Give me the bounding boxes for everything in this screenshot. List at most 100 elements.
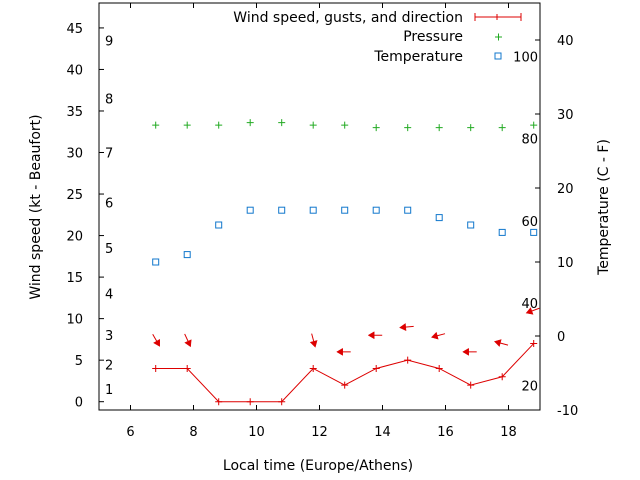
y-left-tick-label: 30	[66, 147, 83, 162]
wind-speed-point	[152, 364, 160, 372]
y-left-tick-label: 40	[66, 63, 83, 78]
temperature-point	[530, 228, 538, 236]
pressure-point	[341, 121, 349, 129]
x-tick-label: 12	[311, 425, 328, 440]
y-left-tick-label: 15	[66, 271, 83, 286]
beaufort-label: 3	[105, 329, 113, 344]
legend-pressure-label: Pressure	[403, 29, 463, 45]
y-right-tick-label: 10	[557, 256, 574, 271]
wind-arrow-head	[184, 339, 192, 348]
legend-temperature-label: Temperature	[373, 49, 463, 65]
temperature-point	[435, 214, 443, 222]
data-layer	[152, 119, 540, 406]
wind-speed-point	[435, 364, 443, 372]
legend: Wind speed, gusts, and direction Pressur…	[233, 10, 522, 65]
temperature-point	[215, 221, 223, 229]
y-right-tick-label: 0	[557, 330, 565, 345]
y-left-tick-label: 35	[66, 105, 83, 120]
pressure-point	[404, 124, 412, 132]
y-axis-label-right: Temperature (C - F)	[596, 139, 612, 276]
wind-direction-arrow	[493, 339, 509, 347]
wind-speed-point	[404, 356, 412, 364]
wind-direction-arrow	[309, 333, 318, 348]
x-tick-label: 18	[500, 425, 517, 440]
y-right-tick-label: 20	[557, 182, 574, 197]
wind-speed-point	[372, 364, 380, 372]
plot-frame	[98, 2, 541, 411]
wind-direction-arrow	[367, 331, 383, 340]
temperature-point	[467, 221, 475, 229]
beaufort-label: 4	[105, 288, 113, 303]
y-right-tick-label: 30	[557, 108, 574, 123]
x-axis-label: Local time (Europe/Athens)	[223, 458, 413, 474]
y-left-tick-label: 25	[66, 188, 83, 203]
temperature-point	[498, 228, 506, 236]
wind-arrow-head	[525, 307, 534, 315]
wind-arrow-head	[336, 347, 343, 356]
pressure-point	[215, 121, 223, 129]
y-right-tick-label: -10	[557, 404, 578, 419]
wind-direction-arrow	[152, 333, 160, 347]
wind-direction-arrow	[430, 331, 446, 340]
wind-speed-point	[309, 364, 317, 372]
wind-speed-point	[498, 373, 506, 381]
temperature-point	[404, 206, 412, 214]
y-left-tick-label: 5	[75, 354, 83, 369]
beaufort-label: 8	[105, 93, 113, 108]
wind-speed-point	[341, 381, 349, 389]
temperature-point	[278, 206, 286, 214]
beaufort-label: 9	[105, 34, 113, 49]
wind-arrow-head	[367, 331, 375, 340]
pressure-point	[246, 119, 254, 127]
y-axis-label-left: Wind speed (kt - Beaufort)	[28, 114, 44, 299]
beaufort-label: 7	[105, 147, 113, 162]
temperature-point	[183, 251, 191, 259]
y-left-tick-label: 45	[66, 22, 83, 37]
pressure-point	[183, 121, 191, 129]
wind-direction-arrow	[184, 333, 192, 348]
wind-direction-arrow	[462, 347, 477, 356]
wind-arrow-head	[309, 340, 318, 348]
pressure-point	[435, 124, 443, 132]
wind-speed-point	[246, 398, 254, 406]
wind-direction-arrow	[525, 307, 540, 315]
pressure-point	[498, 124, 506, 132]
beaufort-label: 2	[105, 358, 113, 373]
fahrenheit-label: 20	[521, 379, 538, 394]
fahrenheit-label: 100	[513, 50, 538, 65]
wind-speed-point	[467, 381, 475, 389]
temperature-point	[152, 258, 160, 266]
wind-arrow-head	[153, 338, 160, 347]
beaufort-label: 1	[105, 383, 113, 398]
legend-temperature-marker	[494, 52, 502, 60]
pressure-point	[530, 121, 538, 129]
temperature-point	[372, 206, 380, 214]
beaufort-label: 5	[105, 242, 113, 257]
x-tick-label: 14	[374, 425, 391, 440]
y-left-tick-label: 20	[66, 230, 83, 245]
ticks-layer: 6 8 10 12 14 16 18051015202530354045-100102030…	[66, 3, 578, 440]
y-right-tick-label: 40	[557, 34, 574, 49]
wind-arrow-head	[493, 339, 502, 347]
pressure-point	[372, 124, 380, 132]
x-tick-label: 16	[437, 425, 454, 440]
wind-speed-point	[215, 398, 223, 406]
x-tick-label: 8	[189, 425, 197, 440]
wind-direction-arrow	[336, 347, 351, 356]
wind-speed-point	[530, 340, 538, 348]
wind-arrow-head	[430, 331, 439, 340]
wind-arrow-head	[399, 323, 407, 332]
temperature-point	[341, 206, 349, 214]
legend-pressure-marker	[495, 33, 502, 41]
wind-direction-arrow	[399, 323, 414, 332]
y-left-tick-label: 10	[66, 313, 83, 328]
temperature-point	[309, 206, 317, 214]
wind-speed-point	[278, 398, 286, 406]
beaufort-label: 6	[105, 196, 113, 211]
x-tick-label: 6	[126, 425, 134, 440]
fahrenheit-label: 40	[521, 297, 538, 312]
pressure-point	[467, 124, 475, 132]
fahrenheit-label: 80	[521, 133, 538, 148]
legend-wind-marker	[494, 14, 500, 20]
